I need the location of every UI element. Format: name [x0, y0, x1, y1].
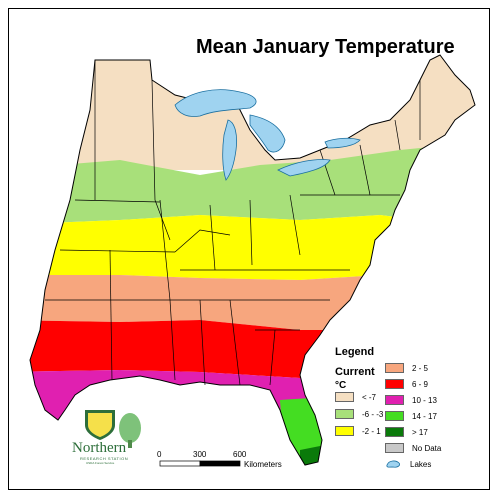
legend-label: > 17 [412, 427, 428, 437]
state-boundaries [45, 60, 421, 386]
legend-item: 6 - 9 [385, 379, 428, 389]
legend-swatch [335, 409, 354, 419]
scale-bar [159, 460, 241, 467]
legend-item: Lakes [385, 459, 431, 469]
legend-label: 14 - 17 [412, 411, 437, 421]
legend-swatch [385, 411, 404, 421]
legend-label: -6 - -3 [362, 409, 384, 419]
legend-label: 2 - 5 [412, 363, 429, 373]
legend-label: -2 - 1 [362, 426, 381, 436]
scale-tick-label: 600 [233, 450, 247, 459]
logo-text: Northern [72, 440, 127, 456]
legend-item: 2 - 5 [385, 363, 428, 373]
legend-swatch [385, 363, 404, 373]
legend-swatch [335, 426, 354, 436]
legend-swatch [385, 427, 404, 437]
map-frame [8, 8, 490, 490]
legend-swatch [385, 443, 404, 453]
legend-label: Lakes [410, 459, 432, 469]
zone-minus6-minus3 [30, 140, 475, 230]
legend-item: 10 - 13 [385, 395, 437, 405]
lake-erie [277, 159, 331, 177]
legend-unit: °C [335, 380, 347, 391]
great-lakes [174, 89, 361, 181]
legend-item: < -7 [335, 392, 376, 402]
zone-below-minus7 [30, 55, 475, 170]
scale-tick-label: 0 [157, 450, 162, 459]
lake-ontario [324, 137, 361, 149]
legend-heading: Legend [335, 346, 375, 358]
lake-superior [174, 89, 257, 117]
legend-item: 14 - 17 [385, 411, 437, 421]
legend-item: No Data [385, 443, 441, 453]
lake-huron [249, 114, 286, 153]
lake-michigan [222, 119, 237, 181]
legend-swatch [385, 395, 404, 405]
logo-subtext: RESEARCH STATION [80, 456, 129, 461]
legend-swatch [335, 392, 354, 402]
legend-item: > 17 [385, 427, 428, 437]
scale-unit: Kilometers [244, 460, 282, 469]
logo-tiny: USDA Forest Service [86, 461, 115, 465]
legend-label: 10 - 13 [412, 395, 437, 405]
legend-item: -6 - -3 [335, 409, 383, 419]
legend-swatch [385, 379, 404, 389]
legend-label: < -7 [362, 392, 377, 402]
usfs-shield-icon [85, 410, 115, 440]
tree-logo-icon [119, 413, 141, 448]
map-title: Mean January Temperature [196, 36, 455, 58]
scale-tick-label: 300 [193, 450, 207, 459]
legend-item: -2 - 1 [335, 426, 381, 436]
legend-label: No Data [412, 443, 442, 453]
lake-swatch-icon [386, 460, 401, 468]
legend-label: 6 - 9 [412, 379, 429, 389]
legend-subheading: Current [335, 366, 375, 378]
